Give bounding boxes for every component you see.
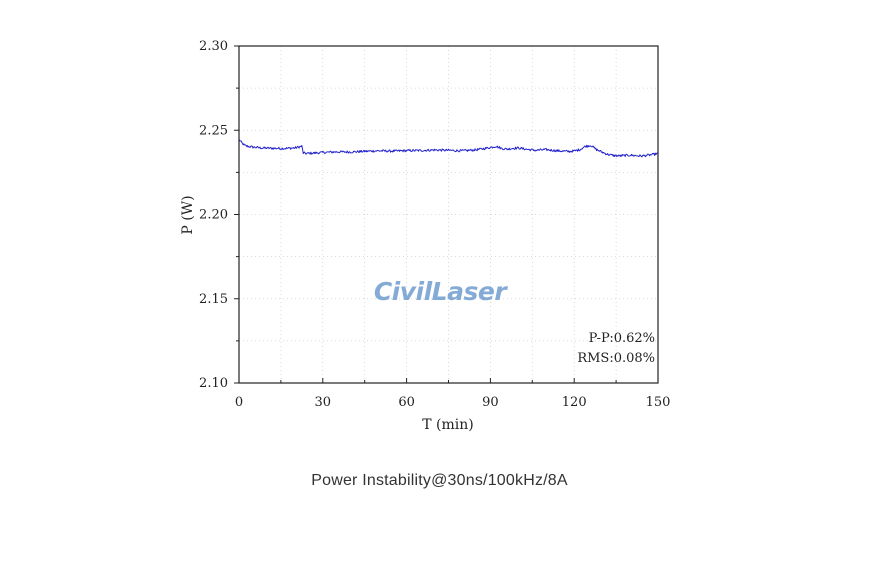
x-tick-label: 60 [398,395,415,410]
x-tick-label: 30 [315,395,332,410]
data-series [238,138,659,158]
x-tick-label: 0 [235,395,243,410]
series-line [238,138,659,158]
x-tick-label: 120 [562,395,587,410]
x-axis-label: T (min) [422,417,473,433]
y-tick-label: 2.15 [199,292,228,307]
annotation-rms: RMS:0.08% [577,351,655,366]
y-axis-label: P (W) [180,195,196,234]
y-tick-label: 2.30 [199,39,228,54]
grid-lines [239,46,658,383]
power-stability-chart: 0 30 60 90 120 150 2.10 2.15 2.20 2.25 2.30 CivilL… [180,39,670,433]
y-tick-label: 2.10 [199,376,228,391]
axis-ticks: 0 30 60 90 120 150 2.10 2.15 2.20 2.25 2.30 [199,39,670,410]
x-tick-label: 90 [482,395,499,410]
y-tick-label: 2.20 [199,208,228,223]
watermark-logo: CivilLaser [374,277,508,306]
annotation-pp: P-P:0.62% [589,331,655,346]
y-tick-label: 2.25 [199,123,228,138]
x-tick-label: 150 [646,395,671,410]
chart-caption: Power Instability@30ns/100kHz/8A [311,472,568,489]
